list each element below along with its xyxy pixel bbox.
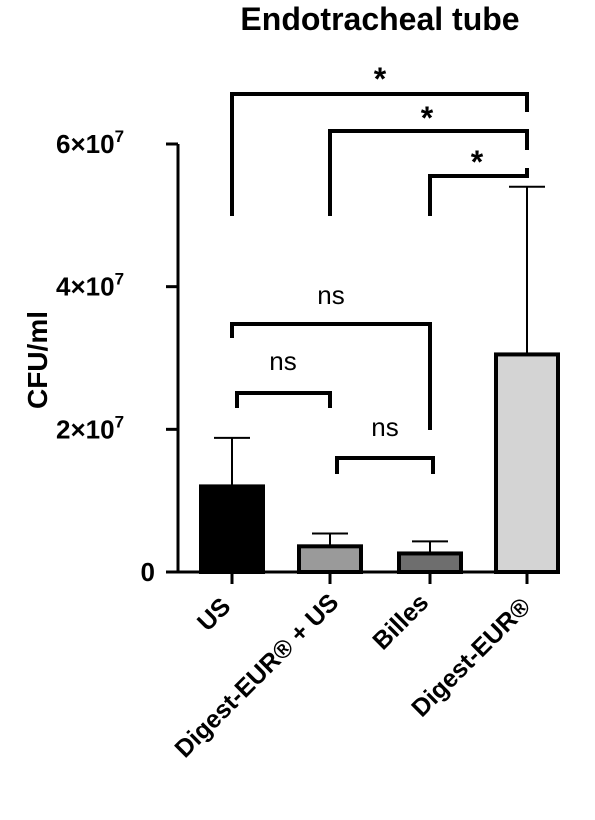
y-tick-exponent: 7 xyxy=(115,127,124,146)
bar xyxy=(397,551,463,574)
significance-brackets: * * * ns ns ns xyxy=(230,61,529,474)
bar xyxy=(199,484,265,574)
chart-title: Endotracheal tube xyxy=(240,1,519,37)
significance-label: ns xyxy=(317,280,344,310)
significance-bracket xyxy=(230,322,432,430)
y-tick-mantissa: 2×10 xyxy=(56,414,115,444)
y-tick-mantissa: 6×10 xyxy=(56,129,115,159)
significance-bracket xyxy=(328,129,529,216)
y-tick-label: 4×107 xyxy=(56,270,124,302)
significance-label: ns xyxy=(371,412,398,442)
x-tick-label: US xyxy=(192,592,236,636)
significance-label: * xyxy=(374,61,387,97)
significance-label: * xyxy=(421,100,434,136)
significance-label: ns xyxy=(269,346,296,376)
y-tick-label: 0 xyxy=(141,557,155,587)
significance-bracket xyxy=(428,168,529,216)
y-tick-label: 6×107 xyxy=(56,127,124,159)
bars xyxy=(199,352,560,575)
y-tick-label: 2×107 xyxy=(56,412,124,444)
y-tick-exponent: 7 xyxy=(115,270,124,289)
significance-bracket xyxy=(335,456,435,474)
y-axis-label: CFU/ml xyxy=(22,311,53,409)
significance-bracket xyxy=(230,92,529,216)
significance-label: * xyxy=(471,144,484,180)
x-tick-label: Billes xyxy=(367,588,434,655)
significance-bracket xyxy=(235,391,332,408)
y-tick-exponent: 7 xyxy=(115,412,124,431)
bar xyxy=(297,544,363,575)
y-tick-mantissa: 4×10 xyxy=(56,272,115,302)
error-bars xyxy=(214,185,545,554)
bar xyxy=(494,352,560,574)
